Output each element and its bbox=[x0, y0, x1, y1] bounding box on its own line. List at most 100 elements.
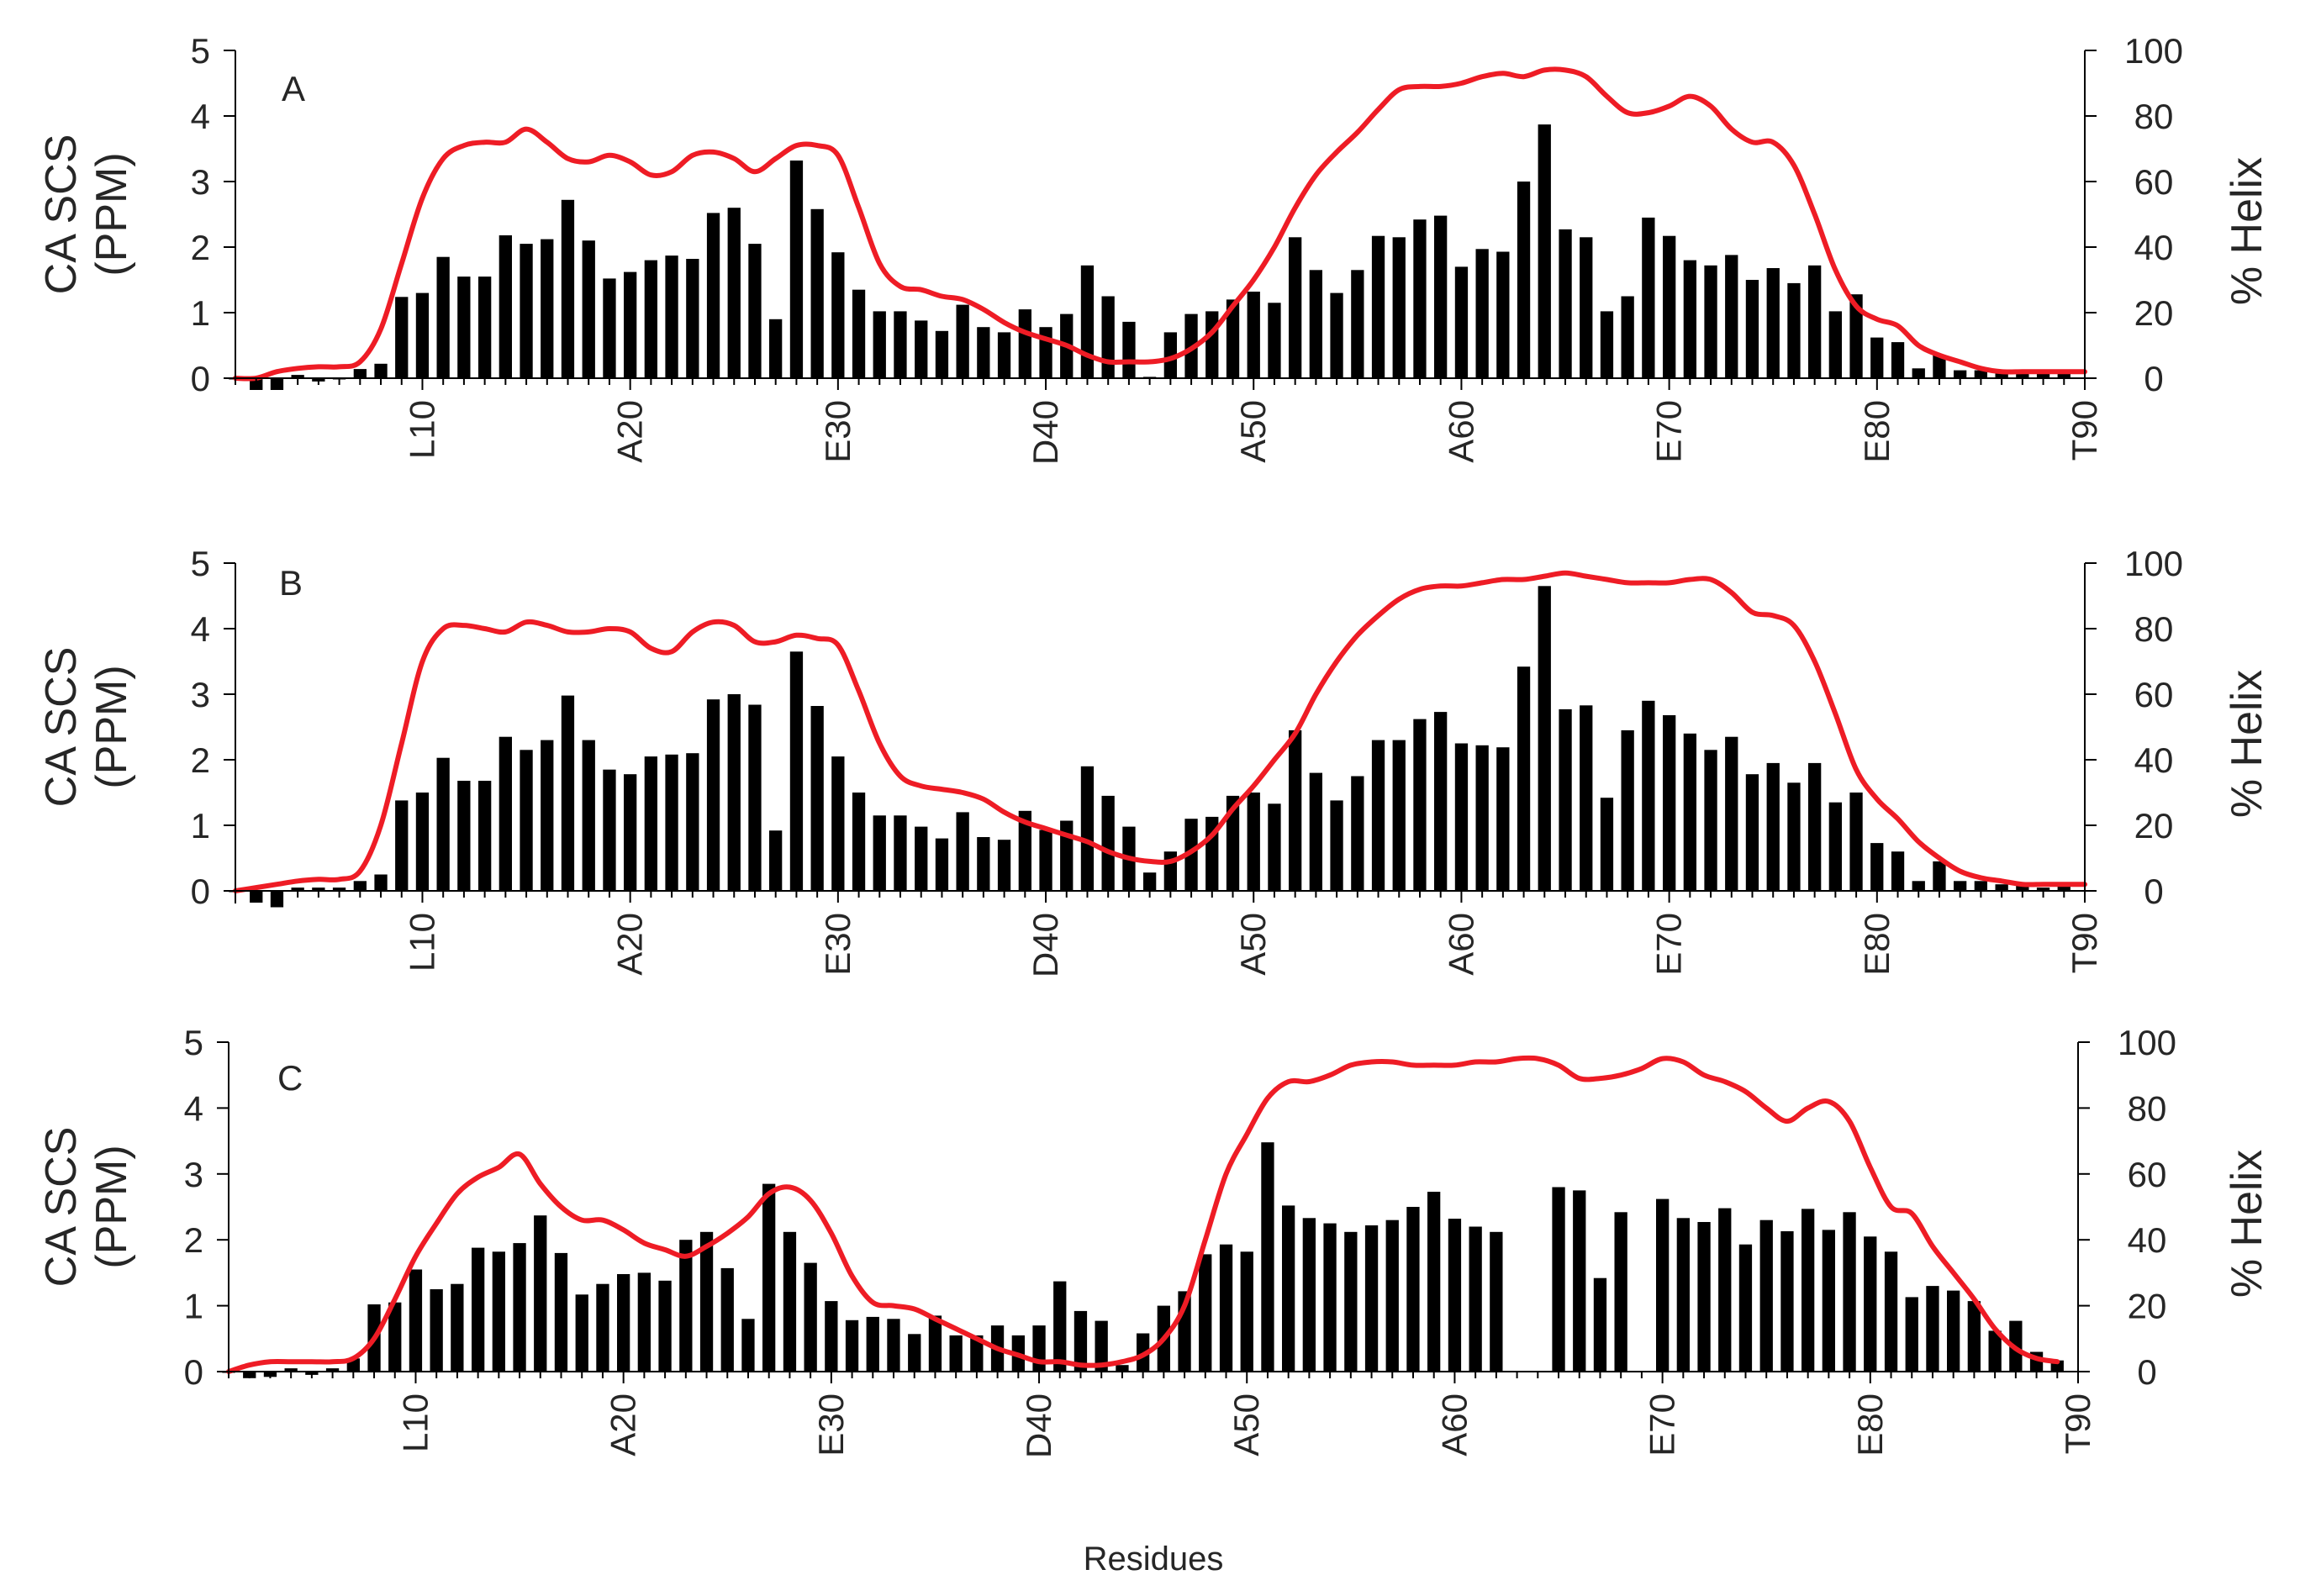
bar-residue-16 bbox=[541, 740, 554, 891]
bar-residue-8 bbox=[374, 874, 388, 891]
bar-residue-10 bbox=[415, 793, 430, 891]
x-tick-label: A60 bbox=[1441, 913, 1480, 976]
bar-residue-83 bbox=[1933, 355, 1946, 378]
panel-label: B bbox=[279, 563, 303, 603]
x-tick-label: E30 bbox=[818, 400, 857, 463]
x-tick-label: L10 bbox=[402, 400, 441, 459]
bar-residue-74 bbox=[1738, 1244, 1753, 1372]
bar-residue-77 bbox=[1808, 762, 1822, 891]
x-tick-label: D40 bbox=[1026, 400, 1065, 465]
bar-residue-24 bbox=[706, 213, 720, 378]
bar-residue-65 bbox=[1552, 1187, 1565, 1372]
bar-residue-81 bbox=[1891, 342, 1905, 378]
bar-residue-15 bbox=[520, 750, 533, 891]
bar-residue-59 bbox=[1434, 215, 1448, 378]
left-axis-title: CA SCS bbox=[37, 647, 86, 808]
x-tick-label: E80 bbox=[1857, 913, 1896, 976]
bar-residue-83 bbox=[1933, 861, 1946, 891]
bar-residue-76 bbox=[1780, 1231, 1794, 1372]
helix-line bbox=[233, 66, 2087, 382]
bar-residue-15 bbox=[513, 1243, 526, 1372]
bar-residue-62 bbox=[1496, 251, 1510, 378]
bar-residue-61 bbox=[1475, 249, 1489, 378]
bar-residue-39 bbox=[1018, 309, 1031, 378]
right-tick-label: 0 bbox=[2144, 872, 2163, 911]
x-tick-label: E70 bbox=[1649, 913, 1689, 976]
bar-residue-27 bbox=[762, 1183, 776, 1372]
bar-residue-77 bbox=[1801, 1209, 1815, 1372]
bar-residue-69 bbox=[1642, 217, 1655, 378]
bar-residue-33 bbox=[894, 815, 907, 891]
bar-residue-68 bbox=[1614, 1212, 1627, 1372]
bar-residue-74 bbox=[1745, 774, 1759, 891]
bar-residue-34 bbox=[915, 826, 928, 891]
bar-residue-89 bbox=[2057, 370, 2071, 378]
bar-residue-76 bbox=[1787, 282, 1801, 378]
bar-residue-38 bbox=[997, 840, 1011, 891]
bar-residue-26 bbox=[741, 1319, 755, 1372]
bar-residue-82 bbox=[1912, 881, 1925, 891]
left-tick-label: 3 bbox=[184, 1155, 203, 1194]
bar-residue-65 bbox=[1559, 229, 1572, 378]
x-tick-label: A50 bbox=[1233, 913, 1273, 976]
bar-residue-34 bbox=[915, 320, 928, 378]
bar-residue-53 bbox=[1309, 270, 1322, 378]
bar-residue-80 bbox=[1870, 337, 1884, 378]
bar-residue-31 bbox=[845, 1319, 859, 1372]
bar-residue-19 bbox=[603, 278, 616, 378]
bar-residue-67 bbox=[1593, 1277, 1607, 1372]
bar-residue-28 bbox=[789, 161, 804, 378]
bar-residue-47 bbox=[1184, 819, 1198, 891]
bar-residue-42 bbox=[1080, 265, 1095, 378]
right-tick-label: 20 bbox=[2134, 293, 2174, 333]
right-tick-label: 60 bbox=[2134, 162, 2174, 202]
bar-residue-49 bbox=[1226, 299, 1240, 378]
bar-residue-86 bbox=[1995, 884, 2008, 891]
bar-residue-46 bbox=[1163, 332, 1177, 378]
right-axis-title: % Helix bbox=[2223, 1150, 2271, 1298]
bar-residue-56 bbox=[1364, 1225, 1379, 1372]
bar-residue-70 bbox=[1656, 1198, 1670, 1372]
bar-residue-65 bbox=[1559, 708, 1572, 891]
panel-a: 0 1 2 3 4 5 0 20 40 60 80 100 L10 A20 E30 D40 A50 A60 E70 E… bbox=[37, 31, 2271, 465]
bar-residue-60 bbox=[1454, 266, 1469, 378]
bar-residue-89 bbox=[2057, 884, 2071, 891]
bar-residue-64 bbox=[1538, 124, 1551, 378]
left-tick-label: 4 bbox=[191, 609, 210, 649]
right-tick-label: 80 bbox=[2128, 1088, 2167, 1128]
bar-residue-26 bbox=[748, 244, 762, 378]
bar-residue-17 bbox=[561, 199, 575, 378]
bar-residue-84 bbox=[1954, 370, 1967, 378]
bar-residue-60 bbox=[1454, 743, 1469, 891]
bar-residue-72 bbox=[1704, 750, 1717, 891]
bar-residue-26 bbox=[748, 704, 762, 891]
left-tick-label: 2 bbox=[184, 1220, 203, 1260]
bar-residue-25 bbox=[727, 694, 741, 891]
bar-residue-40 bbox=[1032, 1325, 1046, 1372]
bar-residue-55 bbox=[1351, 776, 1364, 891]
bar-residue-56 bbox=[1371, 740, 1385, 891]
x-tick-label: A20 bbox=[604, 1393, 643, 1456]
bar-residue-6 bbox=[332, 888, 346, 891]
bar-residue-30 bbox=[825, 1301, 838, 1372]
bar-residue-31 bbox=[852, 289, 866, 378]
bar-residue-14 bbox=[499, 736, 512, 891]
bar-residue-83 bbox=[1926, 1286, 1939, 1372]
bar-residue-78 bbox=[1822, 1230, 1835, 1372]
bar-residue-40 bbox=[1039, 830, 1052, 891]
bar-residue-61 bbox=[1469, 1226, 1482, 1372]
bar-residue-30 bbox=[831, 252, 845, 378]
bar-residue-11 bbox=[436, 256, 450, 378]
bar-residue-52 bbox=[1282, 1205, 1295, 1372]
bar-residue-21 bbox=[644, 756, 657, 891]
right-tick-label: 40 bbox=[2134, 228, 2174, 267]
bar-residue-61 bbox=[1475, 745, 1489, 891]
bar-residue-32 bbox=[873, 311, 886, 378]
bar-residue-62 bbox=[1490, 1231, 1503, 1372]
x-tick-label: E30 bbox=[818, 913, 857, 976]
panel-b: 0 1 2 3 4 5 0 20 40 60 80 100 L10 A20 E30 D40 A50 A60 E70 E… bbox=[37, 544, 2271, 977]
bar-residue-55 bbox=[1351, 270, 1364, 378]
x-tick-label: E30 bbox=[811, 1393, 851, 1456]
x-tick-label: D40 bbox=[1026, 913, 1065, 977]
